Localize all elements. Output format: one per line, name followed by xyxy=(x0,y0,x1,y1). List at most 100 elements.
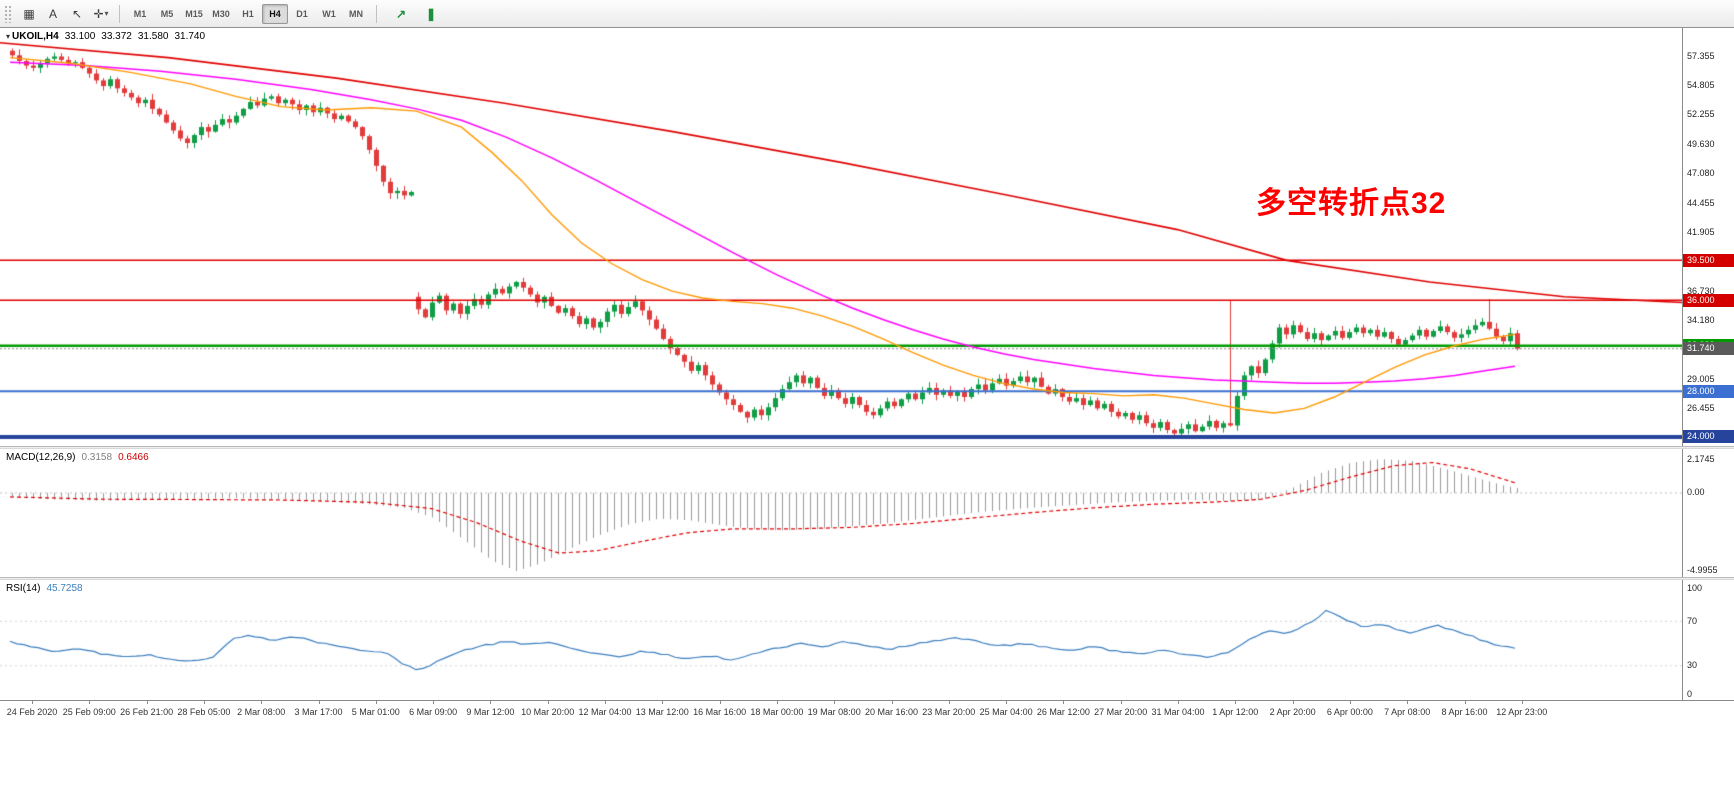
symbol-timeframe-label: UKOIL,H4 xyxy=(12,31,59,42)
price-line-badge: 28.000 xyxy=(1683,384,1734,398)
ohlc-low: 31.580 xyxy=(137,31,169,42)
rsi-panel-row: RSI(14) 45.7258 100 70 30 0 xyxy=(0,580,1734,700)
timeframe-button-m30[interactable]: M30 xyxy=(212,8,230,19)
time-axis-label: 20 Mar 16:00 xyxy=(864,707,919,717)
macd-name: MACD(12,26,9) xyxy=(6,452,76,463)
grid-icon[interactable]: ▦ xyxy=(23,6,35,21)
price-line-badge: 36.000 xyxy=(1683,293,1734,307)
timeframe-button-w1[interactable]: W1 xyxy=(322,8,336,19)
toolbar-separator xyxy=(119,4,120,23)
time-axis-label: 27 Mar 20:00 xyxy=(1094,707,1148,717)
time-axis-label: 25 Mar 04:00 xyxy=(979,707,1033,717)
time-axis-tick xyxy=(32,701,33,704)
toolbar-left-group: ▦ A ↖ ✛ ▾ xyxy=(18,4,112,24)
timeframe-button-m15[interactable]: M15 xyxy=(185,8,203,19)
price-scale-label: 36.730 xyxy=(1687,285,1715,296)
time-axis-label: 6 Mar 09:00 xyxy=(409,707,458,717)
ohlc-open: 33.100 xyxy=(64,31,96,42)
price-scale-label: 26.455 xyxy=(1687,402,1715,413)
dropdown-caret-icon: ▾ xyxy=(104,9,109,18)
rsi-scale-label: 30 xyxy=(1687,660,1698,671)
time-axis-tick xyxy=(1349,701,1351,704)
time-axis-tick xyxy=(1235,701,1237,704)
time-axis-label: 1 Apr 12:00 xyxy=(1212,707,1259,717)
timeframe-button-h4[interactable]: H4 xyxy=(262,3,288,24)
panel-separator[interactable] xyxy=(0,446,1734,449)
price-scale-label: 57.355 xyxy=(1687,50,1715,61)
time-axis-label: 26 Feb 21:00 xyxy=(120,707,174,717)
rsi-scale-label: 0 xyxy=(1687,689,1693,699)
current-price-badge: 31.740 xyxy=(1683,342,1734,356)
crosshair-tool-icon[interactable]: ✛ ▾ xyxy=(93,6,109,21)
main-chart-canvas[interactable] xyxy=(0,28,1682,446)
ohlc-close: 31.740 xyxy=(174,31,206,42)
time-axis-label: 2 Mar 08:00 xyxy=(237,707,286,717)
time-axis-tick xyxy=(1292,701,1294,704)
time-axis-label: 23 Mar 20:00 xyxy=(922,707,976,717)
toolbar-grip[interactable] xyxy=(4,4,13,23)
time-axis-tick xyxy=(776,701,778,704)
timeframe-button-d1[interactable]: D1 xyxy=(296,8,308,19)
time-axis-tick xyxy=(89,701,91,704)
rsi-label: RSI(14) 45.7258 xyxy=(6,583,83,594)
time-axis[interactable]: 24 Feb 2020 25 Feb 09:00 26 Feb 21:00 28 Fe… xyxy=(0,700,1734,722)
time-axis-tick xyxy=(662,701,664,704)
time-axis-label: 16 Mar 16:00 xyxy=(693,707,747,717)
timeframe-button-h1[interactable]: H1 xyxy=(242,8,254,19)
panel-separator[interactable] xyxy=(0,577,1734,580)
time-axis-tick xyxy=(1521,701,1523,704)
time-axis-tick xyxy=(605,701,606,704)
macd-plot: MACD(12,26,9) 0.3158 0.6466 xyxy=(0,449,1682,577)
time-axis-tick xyxy=(1407,701,1409,704)
time-axis-label: 12 Apr 23:00 xyxy=(1496,707,1548,717)
rsi-scale[interactable]: 100 70 30 0 xyxy=(1682,580,1734,700)
time-axis-label: 13 Mar 12:00 xyxy=(635,707,689,717)
price-scale[interactable]: 57.355 54.805 52.255 49.630 47.080 44.455 41.9… xyxy=(1682,28,1734,446)
price-scale-label: 34.180 xyxy=(1687,314,1715,325)
price-scale-label: 44.455 xyxy=(1687,197,1715,208)
time-axis-tick xyxy=(318,701,320,704)
macd-label: MACD(12,26,9) 0.3158 0.6466 xyxy=(6,452,149,463)
time-axis-label: 5 Mar 01:00 xyxy=(351,707,400,717)
macd-canvas[interactable] xyxy=(0,449,1682,577)
time-axis-label: 26 Mar 12:00 xyxy=(1036,707,1090,717)
macd-scale[interactable]: 2.1745 0.00 -4.9955 xyxy=(1682,449,1734,577)
price-scale-label: 41.905 xyxy=(1687,226,1715,237)
price-scale-label: 47.080 xyxy=(1687,168,1715,178)
time-axis-label: 10 Mar 20:00 xyxy=(521,707,575,717)
candle-bar-icon[interactable]: ❚ xyxy=(425,6,437,21)
time-axis-tick xyxy=(1063,701,1065,704)
time-axis-label: 12 Mar 04:00 xyxy=(578,707,632,717)
rsi-name: RSI(14) xyxy=(6,583,41,594)
timeframe-button-m5[interactable]: M5 xyxy=(160,8,174,19)
time-axis-tick xyxy=(719,701,721,704)
time-axis-tick xyxy=(834,701,836,704)
macd-scale-label: 2.1745 xyxy=(1687,453,1715,464)
ohlc-high: 33.372 xyxy=(101,31,132,42)
time-axis-tick xyxy=(490,701,492,704)
time-axis-label: 31 Mar 04:00 xyxy=(1151,707,1205,717)
timeframe-button-group: M1 M5 M15 M30 H1 H4 D1 W1 MN xyxy=(127,3,369,24)
price-scale-label: 52.255 xyxy=(1687,109,1715,120)
time-axis-tick xyxy=(547,701,549,704)
price-line-badge: 24.000 xyxy=(1683,430,1734,444)
timeframe-button-m1[interactable]: M1 xyxy=(133,8,147,19)
rsi-canvas[interactable] xyxy=(0,580,1682,700)
up-arrow-icon[interactable]: ↗ xyxy=(395,6,407,21)
macd-panel-row: MACD(12,26,9) 0.3158 0.6466 2.1745 0.00 -4.9… xyxy=(0,449,1734,577)
time-axis-label: 7 Apr 08:00 xyxy=(1384,707,1431,717)
rsi-scale-label: 100 xyxy=(1687,582,1703,593)
rsi-value: 45.7258 xyxy=(46,583,83,594)
timeframe-button-mn[interactable]: MN xyxy=(349,8,363,19)
price-scale-label: 49.630 xyxy=(1687,138,1715,149)
toolbar-right-group: ↗ ❚ xyxy=(390,4,442,24)
empty-area xyxy=(0,722,1734,796)
price-scale-label: 29.005 xyxy=(1687,373,1715,384)
text-tool-icon[interactable]: A xyxy=(48,6,57,21)
time-axis-label: 18 Mar 00:00 xyxy=(750,707,804,717)
macd-scale-label: -4.9955 xyxy=(1687,565,1718,575)
toolbar-separator xyxy=(376,4,377,23)
time-axis-tick xyxy=(203,701,205,704)
pointer-tool-icon[interactable]: ↖ xyxy=(71,6,83,21)
